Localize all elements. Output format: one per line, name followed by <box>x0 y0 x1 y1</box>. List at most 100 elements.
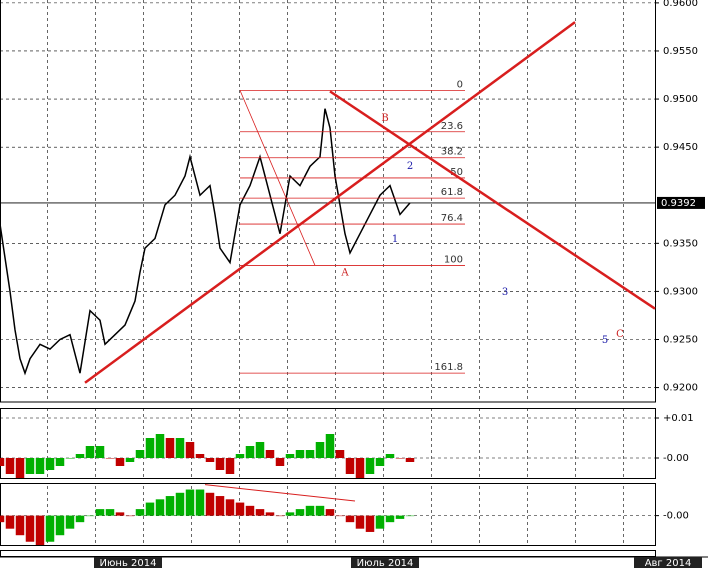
histogram-bar <box>115 512 125 516</box>
histogram-bar <box>255 442 265 458</box>
y-tick-label: 0.9500 <box>663 94 698 105</box>
last-price-bg <box>657 196 705 209</box>
trend-line <box>329 90 656 310</box>
x-tick-bg <box>634 557 702 568</box>
histogram-bar <box>295 450 305 458</box>
x-tick-label: Июль 2014 <box>357 558 414 568</box>
histogram-bar <box>305 505 315 516</box>
histogram-bar <box>245 446 255 458</box>
histogram-bar <box>405 515 415 517</box>
histogram-bar <box>165 496 175 516</box>
histogram-bar <box>395 515 405 519</box>
trend-line <box>84 21 576 384</box>
histogram-bar <box>105 458 115 459</box>
histogram-bar <box>75 515 85 523</box>
histogram-bar <box>15 458 25 478</box>
fib-label: 0 <box>457 79 463 90</box>
histogram-bar <box>115 458 125 466</box>
histogram-bar <box>95 509 105 516</box>
vertical-grid <box>0 0 655 402</box>
histogram-bar <box>125 515 135 517</box>
fib-label: 161.8 <box>434 362 463 373</box>
histogram-bar <box>225 499 235 516</box>
histogram-bar <box>135 450 145 458</box>
histogram-bar <box>205 492 215 516</box>
histogram-bar <box>5 515 15 529</box>
y-tick-label: +0.01 <box>663 413 694 424</box>
histogram-bar <box>245 505 255 516</box>
wave-label: 1 <box>392 234 398 245</box>
histogram-bar <box>265 450 275 458</box>
histogram-bar <box>265 512 275 516</box>
histogram-bar <box>25 515 35 542</box>
histogram-bar <box>65 458 75 459</box>
histogram-bar <box>55 515 65 536</box>
price-line <box>0 108 411 376</box>
histogram-bar <box>305 450 315 458</box>
fib-label: 61.8 <box>441 187 463 198</box>
wave-label: 5 <box>602 335 608 346</box>
histogram-bar <box>285 512 295 516</box>
histogram-bar <box>205 458 215 462</box>
histogram-bar <box>385 454 395 458</box>
histogram-bar <box>235 454 245 458</box>
panel-frame <box>0 550 656 557</box>
histogram-bar <box>175 492 185 516</box>
histogram-bar <box>315 442 325 458</box>
y-tick-label: 0.9250 <box>663 334 698 345</box>
histogram-bar <box>35 458 45 474</box>
x-tick-bg <box>94 557 162 568</box>
histogram-bar <box>355 515 365 529</box>
wave-label: C <box>616 329 624 340</box>
histogram-bar <box>35 515 45 545</box>
histogram-bar <box>105 509 115 516</box>
x-tick-label: Июнь 2014 <box>100 558 157 568</box>
histogram-bar <box>45 515 55 542</box>
histogram-bar <box>395 458 405 459</box>
histogram-bar <box>15 515 25 536</box>
histogram-bar <box>55 458 65 466</box>
histogram-bar <box>25 458 35 474</box>
histogram-bar <box>195 489 205 516</box>
histogram-bar <box>185 442 195 458</box>
histogram-bar <box>0 458 5 466</box>
histogram-bar <box>195 454 205 458</box>
histogram-bar <box>355 458 365 478</box>
histogram-bar <box>155 499 165 516</box>
histogram-bar <box>235 502 245 516</box>
histogram-bar <box>405 458 415 462</box>
y-tick-label: -0.00 <box>663 453 689 464</box>
x-tick-label: Авг 2014 <box>645 558 692 568</box>
histogram-bar <box>285 454 295 458</box>
histogram-bar <box>275 458 285 466</box>
histogram-bar <box>5 458 15 474</box>
histogram-bar <box>125 458 135 462</box>
histogram-bar <box>365 515 375 532</box>
histogram-bar <box>175 438 185 458</box>
fib-label: 50 <box>450 167 463 178</box>
histogram-bar <box>375 515 385 529</box>
histogram-bar <box>225 458 235 474</box>
histogram-bar <box>295 509 305 516</box>
fib-label: 38.2 <box>441 147 463 158</box>
y-tick-label: 0.9600 <box>663 0 698 9</box>
histogram-bar <box>0 515 5 523</box>
histogram-bar <box>365 458 375 474</box>
wave-label: 2 <box>407 161 413 172</box>
histogram-bar <box>315 505 325 516</box>
fib-label: 23.6 <box>441 121 463 132</box>
panel-frame <box>0 483 656 546</box>
histogram-bar <box>215 496 225 516</box>
histogram-bar <box>65 515 75 529</box>
y-tick-label: 0.9550 <box>663 46 698 57</box>
histogram-bar <box>95 446 105 458</box>
histogram-bar <box>325 509 335 516</box>
last-price-label: 0.9392 <box>661 198 696 209</box>
fib-label: 76.4 <box>441 213 463 224</box>
histogram-bar <box>335 515 345 517</box>
trend-line <box>204 484 356 502</box>
histogram-bar <box>275 515 285 517</box>
fib-anchor <box>239 90 316 266</box>
histogram-bar <box>345 515 355 523</box>
